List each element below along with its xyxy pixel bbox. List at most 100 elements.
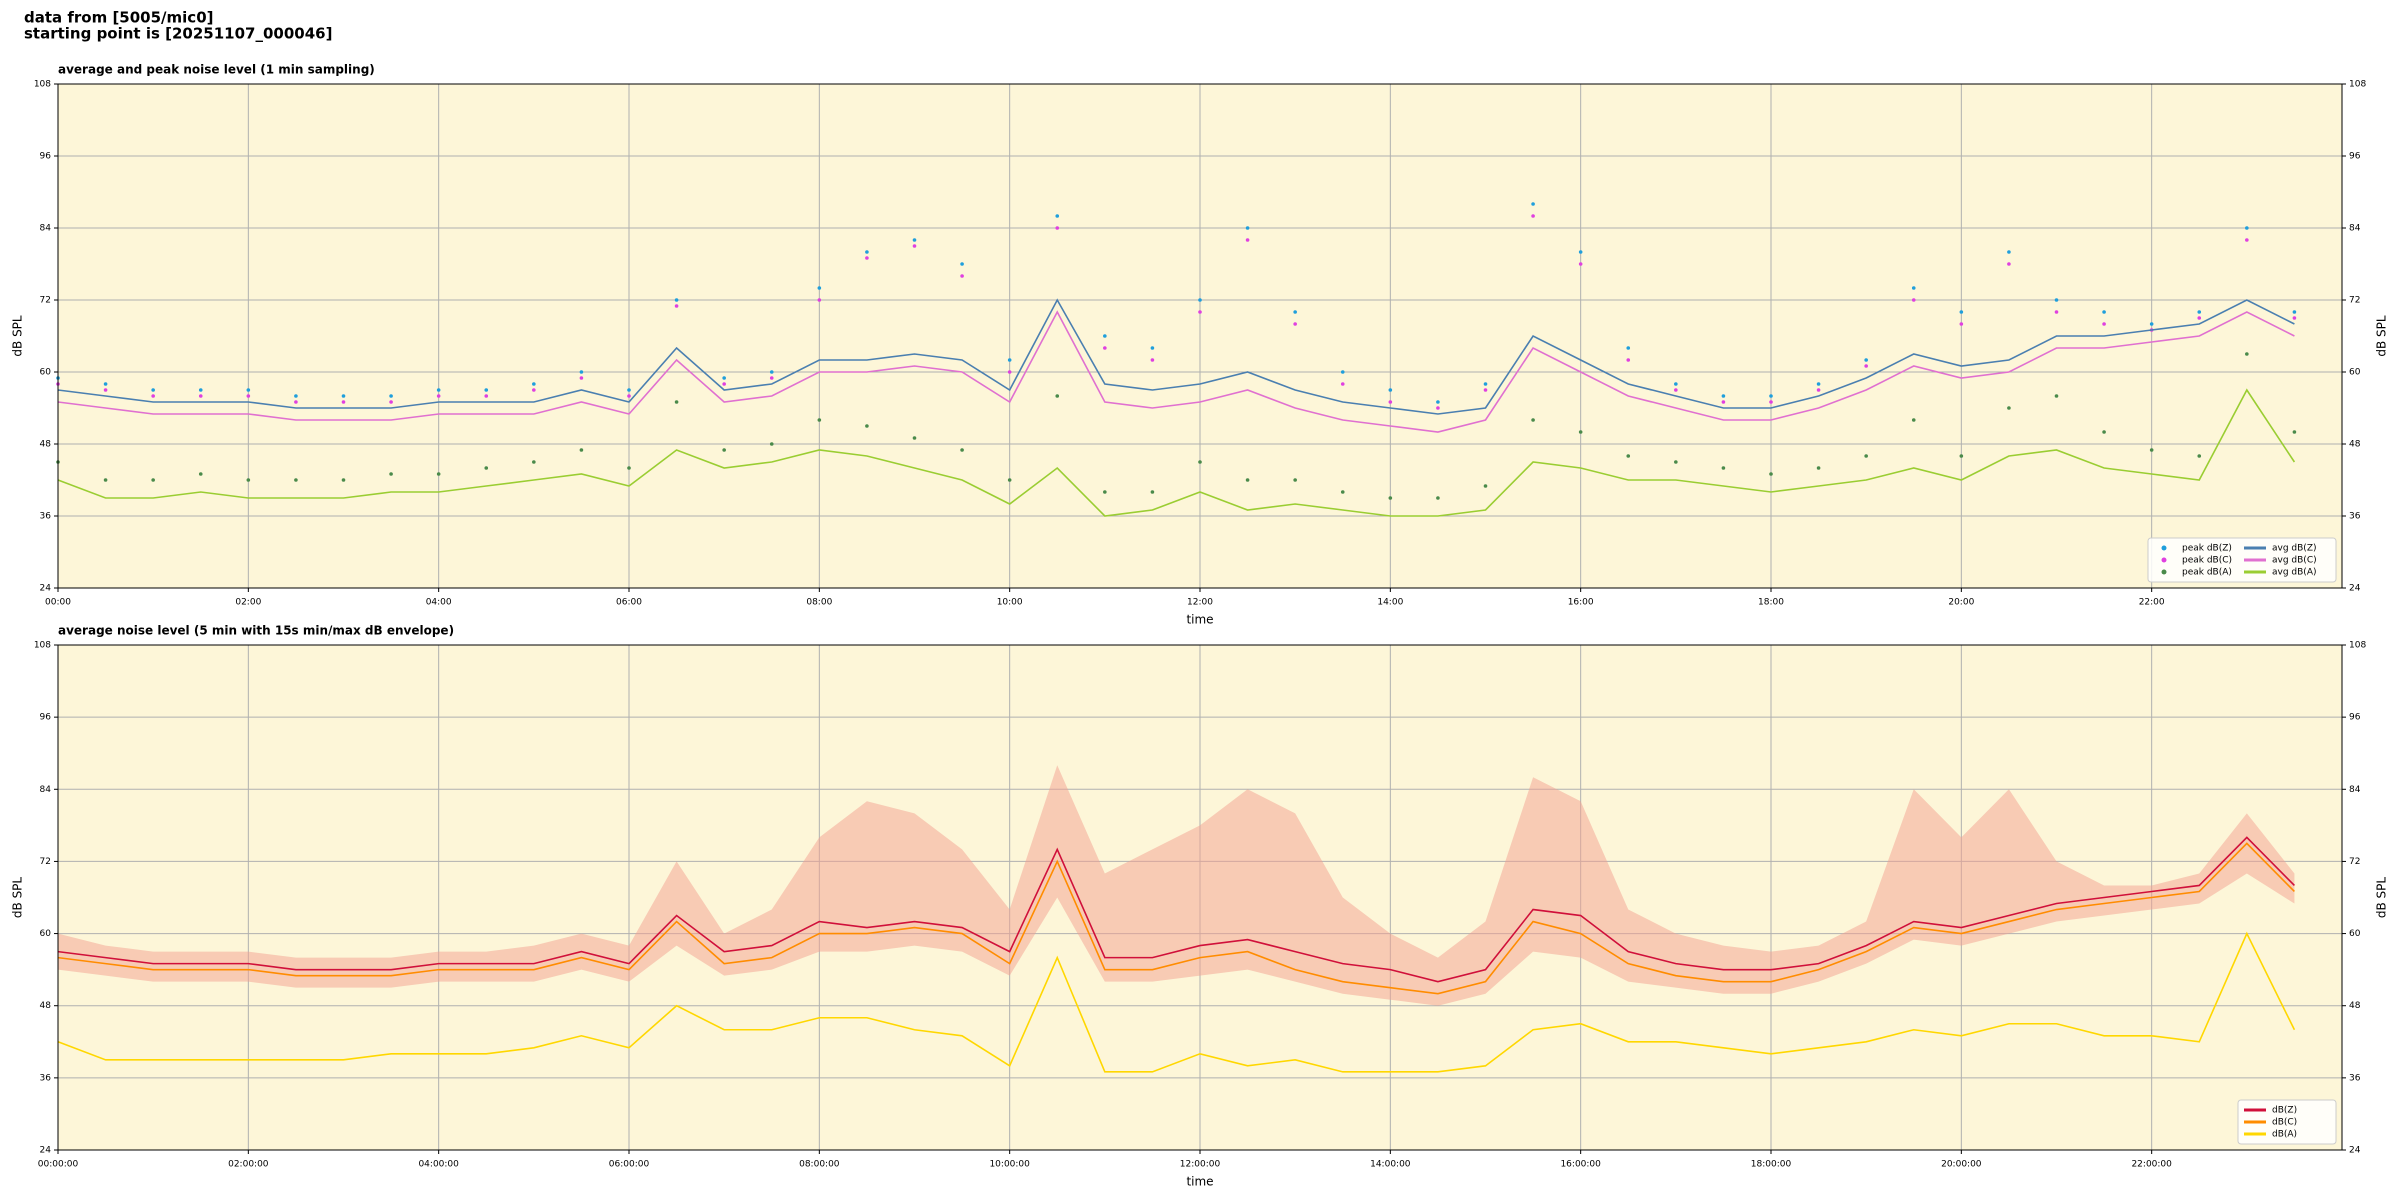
peak-point	[1578, 262, 1583, 266]
peak-point	[817, 286, 822, 290]
peak-point	[1293, 310, 1297, 314]
peak-point	[1340, 382, 1345, 386]
x-tick-label: 04:00:00	[418, 1160, 459, 1170]
peak-point	[1293, 478, 1297, 482]
peak-point	[2007, 250, 2011, 254]
peak-point	[817, 298, 822, 302]
y-axis-label: dB SPL	[11, 315, 25, 357]
peak-point	[912, 244, 917, 248]
plot-frame	[57, 644, 2343, 1151]
peak-point	[1007, 358, 1012, 362]
peak-point	[579, 376, 584, 380]
peak-point	[2292, 310, 2297, 314]
y-tick-label: 60	[2349, 929, 2361, 939]
y-tick-label: 84	[40, 785, 52, 795]
peak-point	[769, 376, 774, 380]
y-tick-label: 96	[40, 713, 52, 723]
peak-point	[1816, 466, 1821, 470]
plot-frame	[57, 83, 2343, 589]
peak-point	[436, 472, 441, 476]
peak-point	[1864, 454, 1868, 458]
peak-point	[722, 376, 726, 380]
peak-point	[1483, 388, 1488, 392]
peak-point	[389, 400, 393, 404]
peak-point	[769, 370, 774, 374]
peak-point	[1531, 418, 1535, 422]
peak-point	[1578, 250, 1583, 254]
y-tick-label: 48	[40, 440, 52, 450]
peak-point	[198, 472, 203, 476]
peak-point	[484, 394, 489, 398]
peak-point	[1674, 388, 1678, 392]
peak-point	[1245, 226, 1250, 230]
peak-point	[1007, 370, 1012, 374]
peak-point	[2245, 226, 2249, 230]
peak-point	[912, 436, 917, 440]
legend-label: dB(Z)	[2272, 1106, 2297, 1116]
envelope-band	[58, 765, 2295, 1006]
peak-point	[1388, 388, 1393, 392]
peak-point	[198, 388, 203, 392]
y-tick-label: 36	[2349, 512, 2361, 522]
y-tick-label: 108	[2349, 80, 2366, 90]
legend-box	[2147, 537, 2337, 583]
peak-point	[1578, 430, 1583, 434]
peak-point	[484, 388, 489, 392]
peak-point	[436, 394, 441, 398]
peak-point	[1959, 322, 1964, 326]
y-tick-label: 36	[40, 1073, 52, 1083]
peak-point	[1531, 202, 1535, 206]
x-axis-label: time	[1186, 1175, 1213, 1189]
peak-point	[1103, 334, 1107, 338]
x-tick-label: 20:00:00	[1941, 1160, 1982, 1170]
peak-point	[1911, 286, 1916, 290]
peak-point	[2054, 394, 2059, 398]
peak-point	[246, 478, 251, 482]
y-tick-label: 48	[40, 1001, 52, 1011]
peak-point	[1816, 382, 1821, 386]
x-axis-label: time	[1186, 613, 1213, 627]
peak-point	[1436, 406, 1440, 410]
peak-point	[151, 394, 155, 398]
peak-point	[1911, 418, 1916, 422]
peak-point	[1626, 346, 1631, 350]
peak-point	[2007, 406, 2011, 410]
x-tick-label: 12:00	[1187, 598, 1213, 608]
peak-point	[1959, 454, 1964, 458]
peak-point	[1864, 358, 1868, 362]
peak-point	[2292, 316, 2297, 320]
peak-point	[532, 388, 536, 392]
peak-point	[1959, 310, 1964, 314]
peak-point	[294, 394, 298, 398]
peak-point	[1007, 478, 1012, 482]
header-line: starting point is [20251107_000046]	[24, 25, 332, 43]
x-tick-label: 16:00:00	[1560, 1160, 1601, 1170]
peak-point	[2197, 454, 2202, 458]
series-line	[57, 842, 2295, 995]
peak-point	[389, 394, 393, 398]
x-tick-label: 02:00	[235, 598, 261, 608]
x-tick-label: 12:00:00	[1180, 1160, 1221, 1170]
peak-point	[532, 460, 536, 464]
peak-point	[341, 394, 346, 398]
series-line	[57, 310, 2295, 433]
peak-point	[2054, 298, 2059, 302]
peak-point	[2054, 310, 2059, 314]
peak-point	[769, 442, 774, 446]
peak-point	[1388, 496, 1393, 500]
peak-point	[1674, 382, 1678, 386]
peak-point	[627, 394, 631, 398]
series-line	[57, 298, 2295, 415]
peak-point	[246, 394, 251, 398]
y-tick-label: 108	[34, 641, 51, 651]
peak-point	[912, 238, 917, 242]
y-tick-label: 96	[2349, 152, 2361, 162]
peak-point	[1769, 400, 1773, 404]
peak-point	[1245, 478, 1250, 482]
x-tick-label: 04:00	[426, 598, 452, 608]
peak-point	[2245, 352, 2249, 356]
y-tick-label: 24	[2349, 584, 2361, 594]
peak-point	[1340, 490, 1345, 494]
peak-point	[1245, 238, 1250, 242]
